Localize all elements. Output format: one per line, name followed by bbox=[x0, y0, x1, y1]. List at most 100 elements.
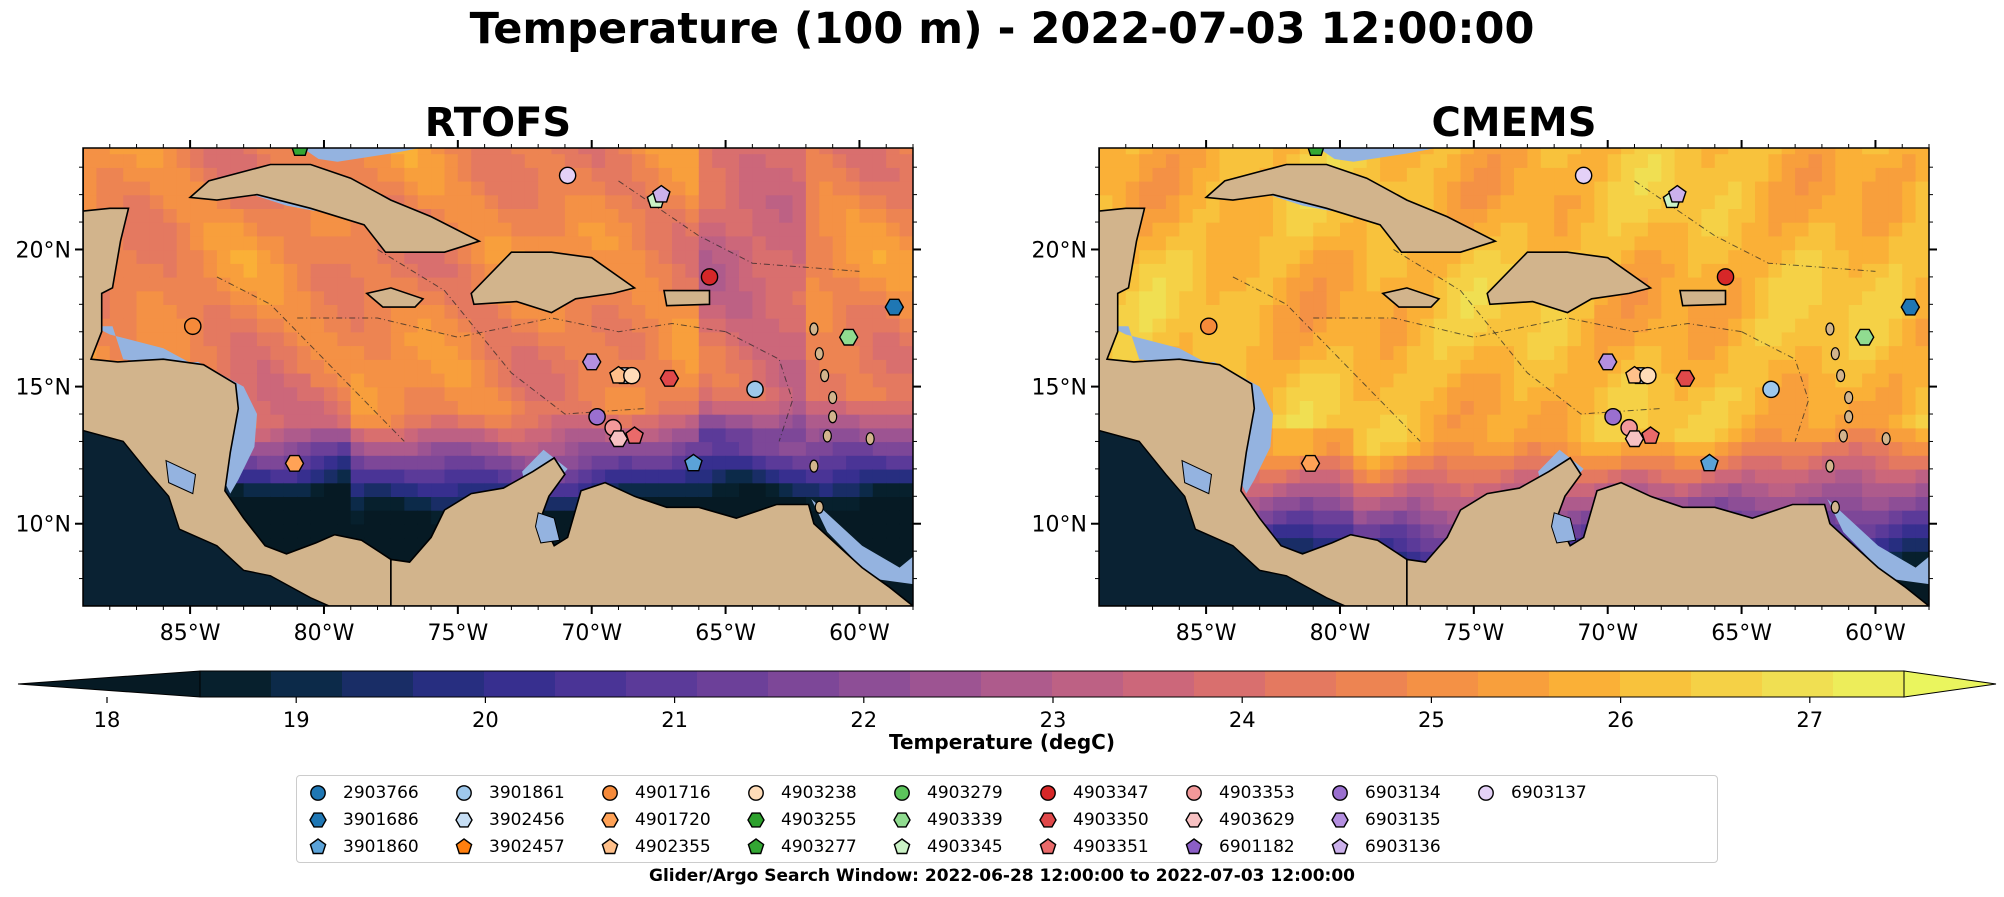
circle-marker-icon bbox=[1186, 785, 1202, 801]
float-marker-4903347 bbox=[1716, 268, 1735, 286]
colorbar-segment bbox=[1833, 671, 1905, 697]
legend-item-4903347: 4903347 bbox=[1037, 780, 1149, 806]
circle-marker-icon bbox=[1332, 785, 1348, 801]
lat-tick-label: 10°N bbox=[1032, 513, 1087, 538]
float-legend: 2903766 3901686 3901860 3901861 3902456 39024… bbox=[296, 775, 1718, 863]
colorbar-tick-label: 20 bbox=[472, 708, 499, 730]
colorbar-segment bbox=[484, 671, 556, 697]
float-markers bbox=[183, 148, 905, 472]
pentagon-marker-icon bbox=[1331, 838, 1349, 855]
colorbar-segment bbox=[200, 671, 272, 697]
legend-marker-4903353 bbox=[1186, 785, 1202, 801]
legend-marker-4903350 bbox=[1039, 812, 1057, 828]
legend-item-4903351: 4903351 bbox=[1037, 834, 1149, 860]
map-frame bbox=[82, 147, 914, 607]
shallow-shelf bbox=[1827, 499, 1929, 585]
lon-tick-label: 60°W bbox=[1845, 621, 1906, 646]
float-marker-6903135 bbox=[581, 353, 602, 371]
legend-marker-3902456 bbox=[455, 812, 473, 828]
colorbar-segment bbox=[981, 671, 1053, 697]
float-marker-4903238 bbox=[623, 366, 641, 385]
legend-item-4903339: 4903339 bbox=[891, 807, 1003, 833]
hexagon-marker-icon bbox=[893, 812, 911, 828]
colorbar-segment bbox=[1620, 671, 1692, 697]
pentagon-marker-icon bbox=[309, 838, 327, 855]
lat-tick-label: 10°N bbox=[16, 513, 71, 538]
colorbar-segment bbox=[342, 671, 414, 697]
island bbox=[1830, 500, 1840, 514]
legend-marker-3901861 bbox=[456, 785, 472, 801]
legend-label: 4903353 bbox=[1219, 783, 1295, 803]
lon-tick-label: 65°W bbox=[1711, 621, 1772, 646]
legend-marker-4903279 bbox=[894, 785, 910, 801]
colorbar: 18 19 20 21 22 23 24 25 26 27 bbox=[17, 670, 1997, 730]
land-puertorico bbox=[1679, 289, 1727, 307]
float-marker-3901686 bbox=[1900, 298, 1921, 316]
shallow-shelf bbox=[302, 148, 421, 162]
float-marker-6903136 bbox=[651, 184, 671, 203]
legend-label: 6903136 bbox=[1365, 837, 1441, 857]
float-marker-6903134 bbox=[1604, 407, 1622, 426]
island bbox=[820, 369, 830, 383]
colorbar-segment bbox=[1478, 671, 1550, 697]
colorbar-segment bbox=[1691, 671, 1763, 697]
land-hispaniola bbox=[470, 251, 637, 314]
legend-marker-6903137 bbox=[1478, 785, 1494, 801]
hexagon-marker-icon bbox=[747, 812, 765, 828]
colorbar-segment bbox=[413, 671, 485, 697]
colorbar-tick-label: 21 bbox=[661, 708, 688, 730]
colorbar-segment bbox=[1762, 671, 1834, 697]
map-panels: 85°W 80°W 75°W 70°W 65°W 60°W10°N15°N20°N85°W… bbox=[16, 140, 1937, 646]
map-panel-rtofs: 85°W 80°W 75°W 70°W 65°W 60°W 10°N 15°N 20°N bbox=[16, 140, 921, 646]
island bbox=[809, 322, 819, 336]
float-marker-4903350 bbox=[1675, 369, 1696, 387]
colorbar-segment bbox=[1336, 671, 1408, 697]
lake bbox=[1550, 512, 1577, 544]
eez-boundary bbox=[618, 180, 860, 272]
colorbar-tick-label: 25 bbox=[1418, 708, 1445, 730]
colorbar-segment bbox=[910, 671, 982, 697]
float-marker-6903136 bbox=[1667, 184, 1687, 203]
colorbar-tick-label: 18 bbox=[94, 708, 121, 730]
island bbox=[828, 390, 838, 405]
island bbox=[828, 410, 838, 424]
float-marker-4903351 bbox=[1641, 426, 1660, 444]
colorbar-segment bbox=[1123, 671, 1195, 697]
legend-marker-2903766 bbox=[310, 785, 326, 801]
float-marker-4903629 bbox=[1624, 430, 1645, 448]
float-marker-6903134 bbox=[588, 407, 606, 426]
island bbox=[1830, 347, 1840, 361]
legend-marker-4903255 bbox=[747, 812, 765, 828]
land-cuba bbox=[188, 163, 482, 253]
shallow-shelf bbox=[811, 499, 913, 585]
pentagon-marker-icon bbox=[1185, 838, 1203, 855]
eez-boundary bbox=[1232, 276, 1421, 442]
shallow-shelf bbox=[1109, 326, 1273, 494]
legend-item-6903134: 6903134 bbox=[1329, 780, 1441, 806]
legend-marker-6901182 bbox=[1185, 838, 1203, 855]
eez-boundary bbox=[1741, 331, 1810, 442]
hexagon-marker-icon bbox=[1039, 812, 1057, 828]
eez-boundary bbox=[1313, 317, 1742, 338]
legend-label: 4903339 bbox=[927, 810, 1003, 830]
circle-marker-icon bbox=[1478, 785, 1494, 801]
land-jamaica bbox=[365, 287, 425, 308]
hexagon-marker-icon bbox=[309, 812, 327, 828]
legend-marker-3901686 bbox=[309, 812, 327, 828]
float-marker-6903137 bbox=[1574, 166, 1593, 185]
land-southam bbox=[1406, 456, 1929, 606]
legend-label: 4903347 bbox=[1073, 783, 1149, 803]
figure-title: Temperature (100 m) - 2022-07-03 12:00:0… bbox=[469, 4, 1535, 54]
legend-item-4903279: 4903279 bbox=[891, 780, 1003, 806]
land-cuba bbox=[1204, 163, 1498, 253]
lon-tick-label: 60°W bbox=[829, 621, 890, 646]
pentagon-marker-icon bbox=[1039, 838, 1057, 855]
island bbox=[1825, 322, 1835, 336]
panel-title-rtofs: RTOFS bbox=[424, 100, 572, 146]
legend-label: 3901686 bbox=[343, 810, 419, 830]
land-jamaica bbox=[1381, 287, 1441, 308]
colorbar-over-arrow bbox=[1903, 670, 1997, 698]
land-puertorico bbox=[663, 289, 711, 307]
legend-marker-4903629 bbox=[1185, 812, 1203, 828]
colorbar-segment bbox=[1265, 671, 1337, 697]
